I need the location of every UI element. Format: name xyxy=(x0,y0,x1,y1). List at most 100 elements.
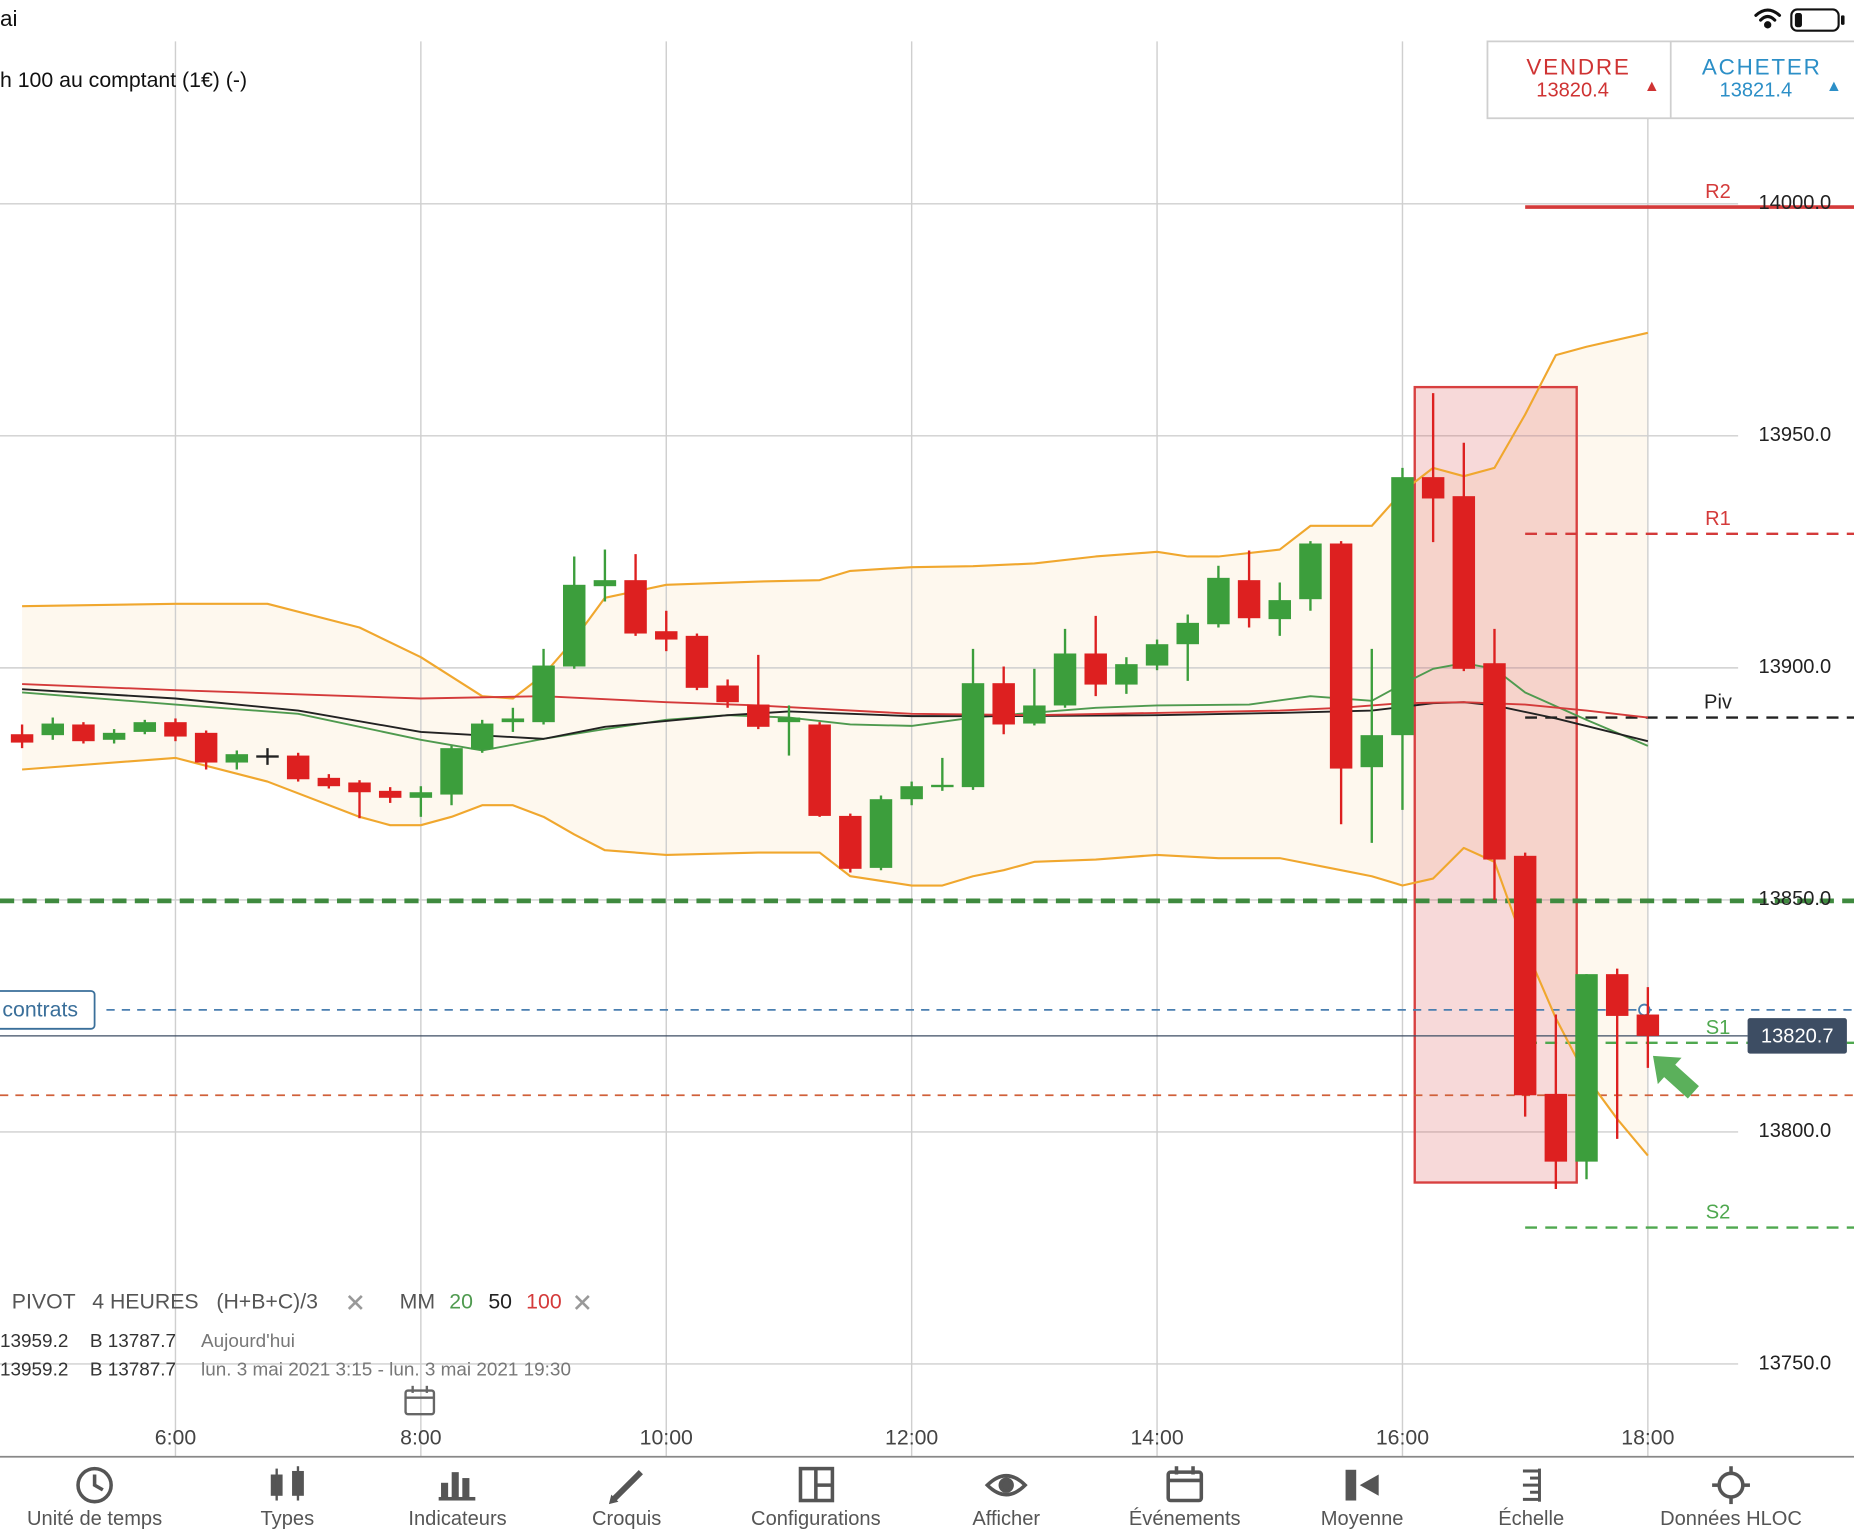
pivot-level-label: R2 xyxy=(1705,181,1731,203)
candle-body xyxy=(869,799,893,868)
sell-price[interactable]: 13820.4 xyxy=(1536,79,1609,101)
legend-date: Aujourd'hui xyxy=(201,1331,295,1352)
y-tick-label: 13750.0 xyxy=(1759,1352,1832,1374)
chart-front: 6:00 8:00 10:00 12:00 14:00 16:00 18:00 13750.0… xyxy=(0,181,1847,1450)
scale-icon[interactable] xyxy=(1522,1468,1541,1502)
toolbar-label[interactable]: Configurations xyxy=(751,1508,881,1530)
legend-high: 13959.2 xyxy=(0,1359,68,1380)
sketch-icon[interactable] xyxy=(608,1470,643,1505)
candle-body xyxy=(72,724,95,742)
candle-body xyxy=(900,786,923,800)
hloc-icon[interactable] xyxy=(1712,1466,1750,1505)
battery-icon xyxy=(1790,8,1845,32)
candle-body xyxy=(1268,600,1291,620)
band-lower xyxy=(22,756,1649,1157)
candle-body xyxy=(747,704,770,727)
legend-series: 50 xyxy=(488,1290,512,1314)
candle-body xyxy=(777,717,801,723)
remove-pivot[interactable] xyxy=(347,1295,363,1310)
toolbar-label[interactable]: Croquis xyxy=(592,1508,661,1530)
candle-body xyxy=(440,748,463,795)
toolbar-label[interactable]: Événements xyxy=(1129,1507,1241,1530)
candle-body xyxy=(1513,855,1537,1096)
candle-body xyxy=(563,584,586,667)
legend-date: lun. 3 mai 2021 3:15 - lun. 3 mai 2021 1… xyxy=(201,1359,571,1380)
candle-body xyxy=(1575,974,1598,1162)
x-tick-label: 10:00 xyxy=(640,1426,693,1450)
candle-body xyxy=(716,685,739,703)
candle-body xyxy=(286,755,310,780)
candle-body xyxy=(593,580,617,587)
y-tick-label: 13800.0 xyxy=(1759,1120,1832,1142)
candle-body xyxy=(164,722,187,737)
config-icon[interactable] xyxy=(798,1466,835,1503)
buy-price[interactable]: 13821.4 xyxy=(1720,79,1793,101)
y-tick-label: 13850.0 xyxy=(1759,888,1832,910)
legend-series: 20 xyxy=(449,1290,473,1314)
toolbar-label[interactable]: Indicateurs xyxy=(408,1508,506,1530)
candle-body xyxy=(1360,735,1384,768)
y-tick-label: 14000.0 xyxy=(1759,192,1832,214)
x-tick-label: 16:00 xyxy=(1376,1426,1429,1450)
instrument-title: h 100 au comptant (1€) (-) xyxy=(0,68,247,92)
toolbar-label[interactable]: Afficher xyxy=(972,1508,1040,1530)
candle-body xyxy=(1421,477,1445,499)
buy-button[interactable]: ACHETER 13821.4 xyxy=(1702,55,1839,102)
candle-body xyxy=(317,777,341,787)
legend-ma: MM xyxy=(400,1290,435,1314)
toolbar-label[interactable]: Échelle xyxy=(1498,1507,1564,1530)
events-icon[interactable] xyxy=(1166,1466,1204,1503)
candle-body xyxy=(378,790,402,798)
calendar-icon[interactable] xyxy=(404,1385,436,1416)
buy-label[interactable]: ACHETER xyxy=(1702,55,1822,80)
clock-icon[interactable] xyxy=(76,1466,113,1504)
eye-icon[interactable] xyxy=(984,1473,1028,1497)
sell-label[interactable]: VENDRE xyxy=(1526,55,1630,80)
candle-body xyxy=(409,792,433,798)
last-price-label: 13820.7 xyxy=(1761,1025,1834,1047)
candle-body xyxy=(348,782,371,793)
quote-box xyxy=(1486,40,1854,120)
last-price-box xyxy=(1747,1018,1847,1054)
candle-body xyxy=(1237,580,1261,619)
candle-body xyxy=(133,722,157,732)
candle-body xyxy=(470,723,494,750)
candle-body xyxy=(1483,663,1506,860)
toolbar-label[interactable]: Données HLOC xyxy=(1660,1508,1802,1530)
x-tick-label: 14:00 xyxy=(1130,1426,1183,1450)
candle-body xyxy=(1145,644,1169,666)
toolbar-label[interactable]: Types xyxy=(261,1508,315,1530)
candle-body xyxy=(194,732,218,763)
chart-back xyxy=(0,41,1739,1457)
toolbar-label[interactable]: Moyenne xyxy=(1321,1508,1404,1530)
candle-body xyxy=(501,718,525,723)
wifi-icon xyxy=(1754,8,1782,29)
candle-body xyxy=(41,723,64,736)
legend-low: B 13787.7 xyxy=(90,1359,176,1380)
candle-body xyxy=(839,815,862,869)
candle-body xyxy=(1084,653,1107,685)
candle-body xyxy=(532,665,555,723)
pivot-level-label: Piv xyxy=(1704,692,1732,714)
legend-pivot: PIVOT xyxy=(12,1290,76,1314)
remove-ma[interactable] xyxy=(574,1295,590,1310)
legend-formula: (H+B+C)/3 xyxy=(216,1290,318,1314)
candle-body xyxy=(1544,1093,1568,1162)
candle-body xyxy=(992,683,1015,725)
pivot-level-label: S2 xyxy=(1706,1202,1731,1224)
candle-body xyxy=(685,635,709,688)
sketch-arrow xyxy=(1652,1055,1699,1099)
x-tick-label: 18:00 xyxy=(1621,1426,1674,1450)
indicators-icon[interactable] xyxy=(438,1472,476,1501)
pivot-level-label: S1 xyxy=(1706,1017,1731,1039)
toolbar-label[interactable]: Unité de temps xyxy=(27,1508,162,1530)
candle-body xyxy=(10,734,34,743)
sell-button[interactable]: VENDRE 13820.4 xyxy=(1526,55,1657,102)
candle-body xyxy=(808,724,831,816)
candle-body xyxy=(655,631,678,640)
average-icon[interactable] xyxy=(1345,1469,1379,1501)
y-tick-label: 13900.0 xyxy=(1759,656,1832,678)
candle-body xyxy=(1452,496,1476,669)
types-icon[interactable] xyxy=(270,1466,304,1501)
